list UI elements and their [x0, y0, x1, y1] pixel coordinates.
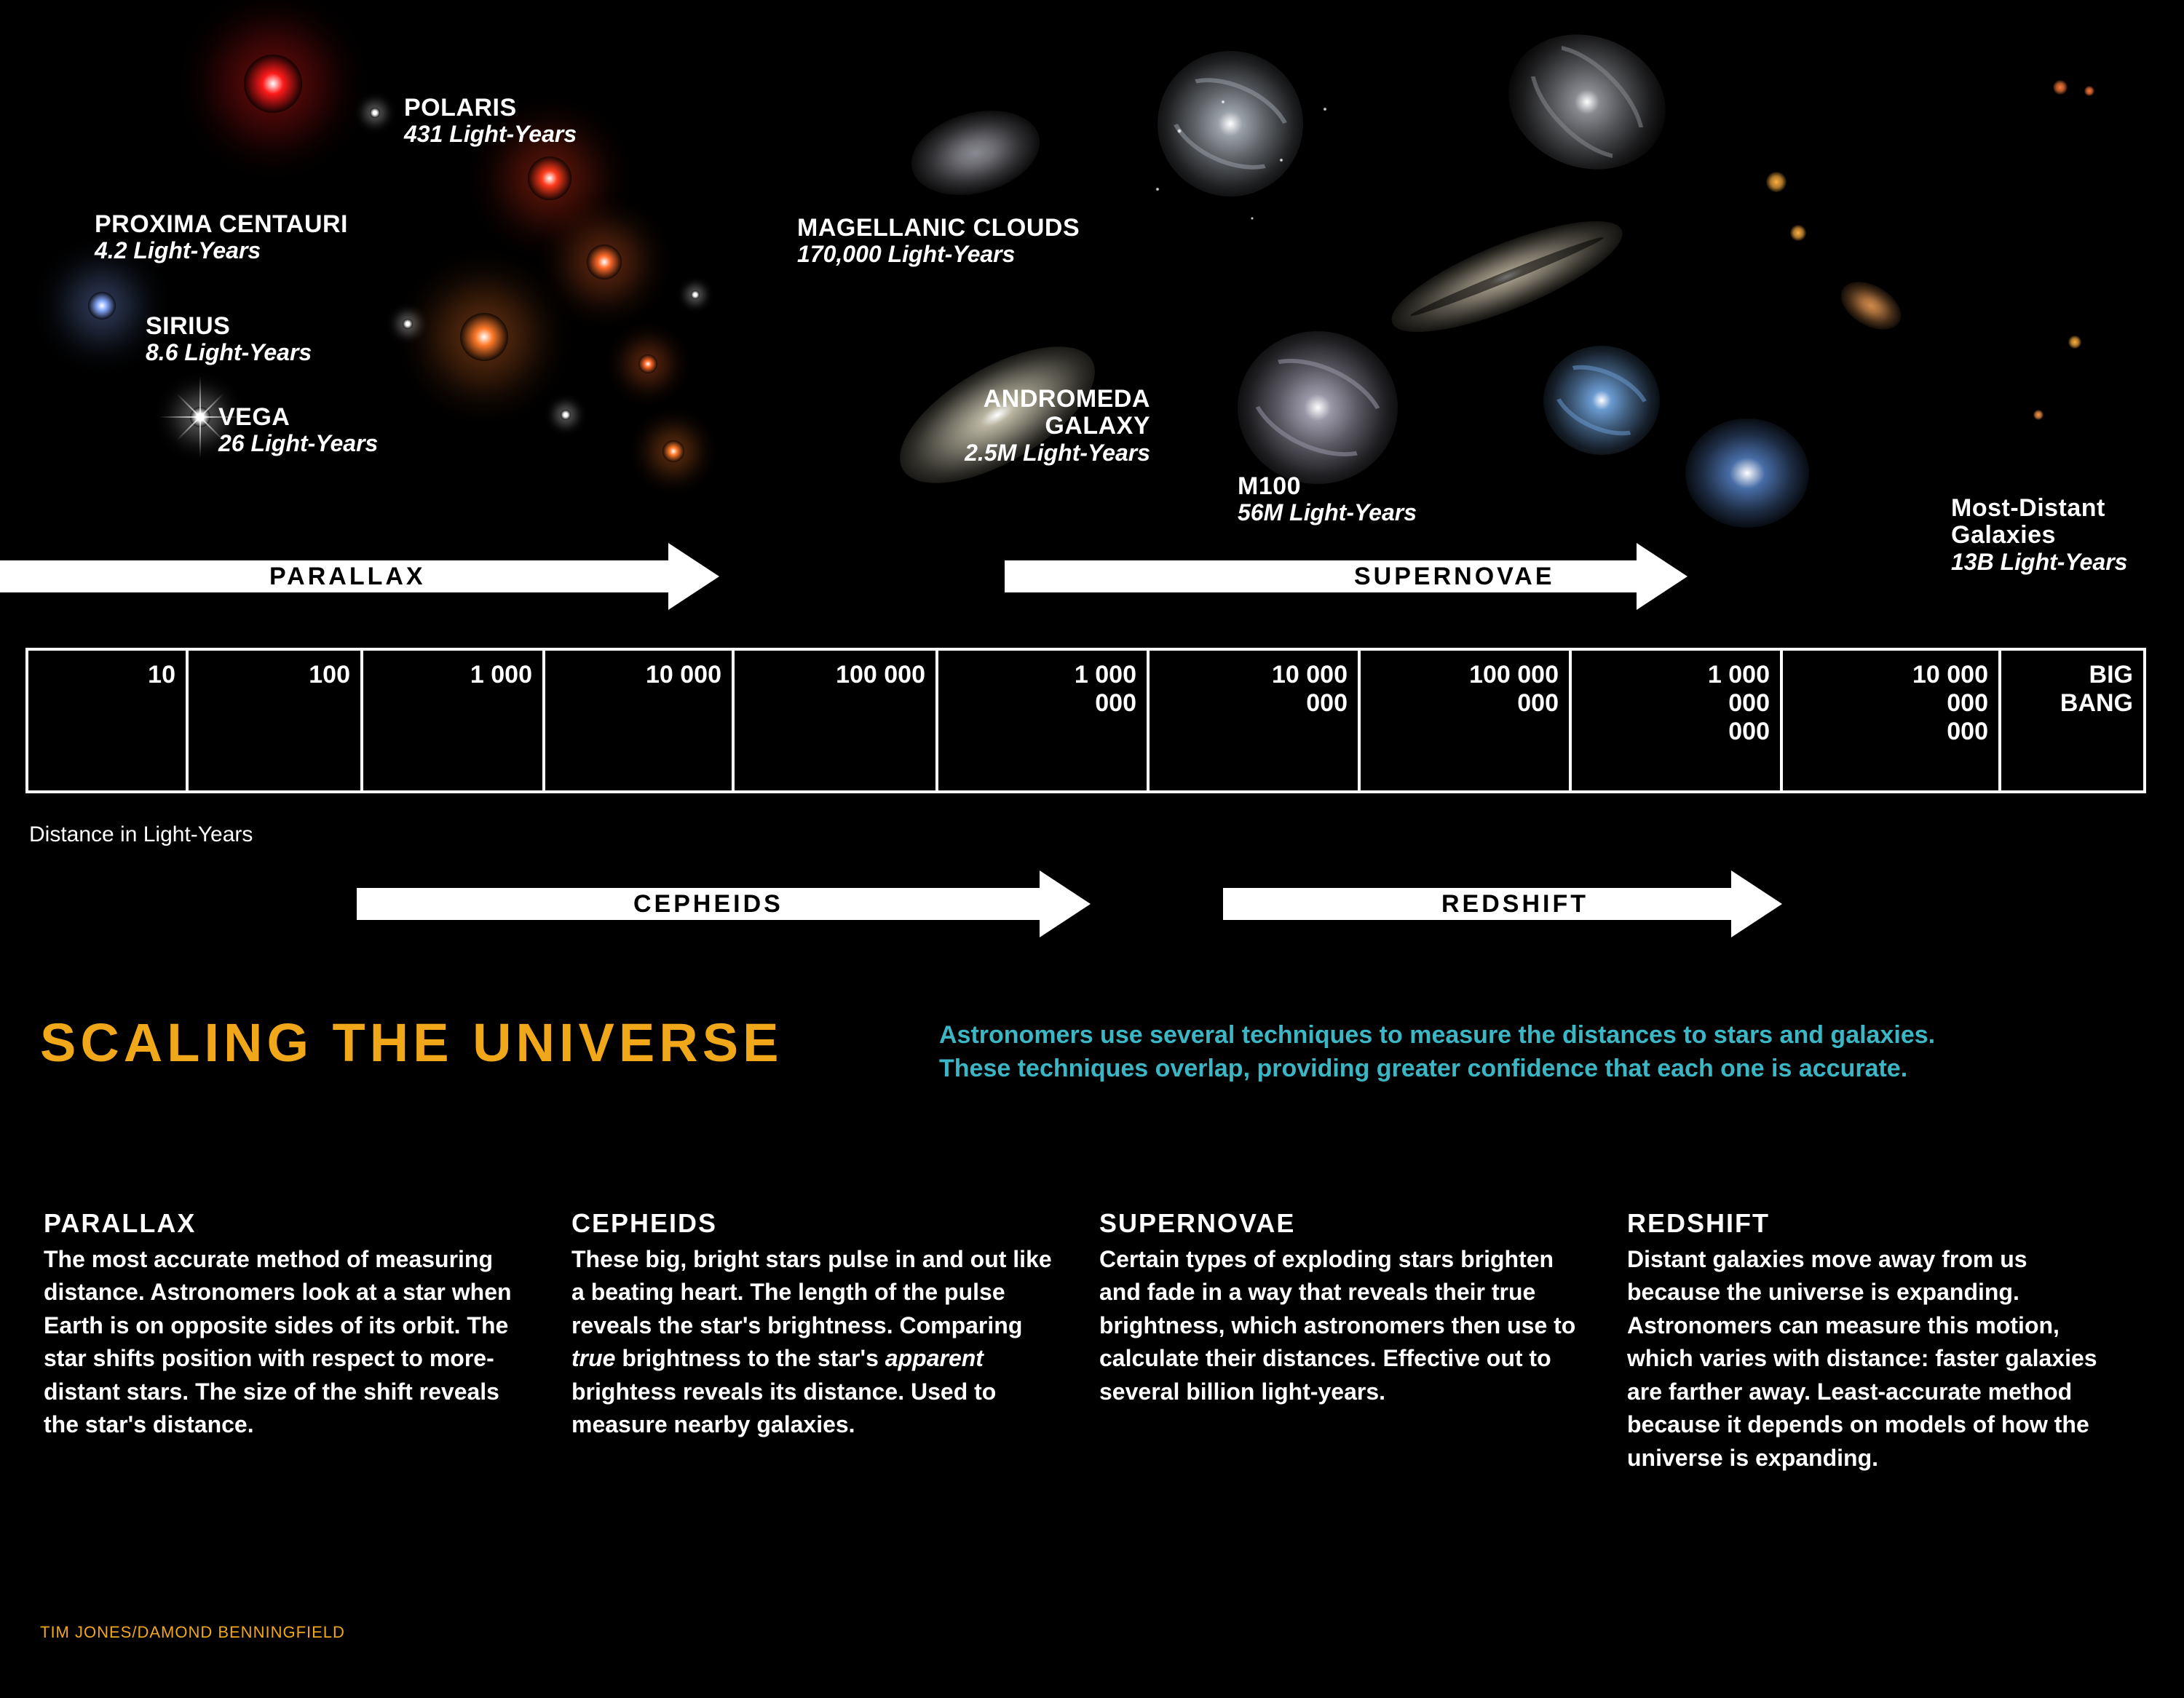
column-body: These big, bright stars pulse in and out…: [571, 1243, 1056, 1442]
object-label-m100: M10056M Light-Years: [1238, 473, 1417, 526]
column-heading: CEPHEIDS: [571, 1208, 1056, 1239]
object-label-sirius: SIRIUS8.6 Light-Years: [146, 313, 312, 366]
axis-label: Distance in Light-Years: [29, 822, 253, 847]
method-column-parallax: PARALLAX The most accurate method of meas…: [44, 1208, 528, 1475]
object-label-distant: Most-Distant Galaxies13B Light-Years: [1951, 495, 2184, 575]
method-arrow-supernovae: SUPERNOVAE: [1005, 560, 1638, 592]
column-body: Certain types of exploding stars brighte…: [1099, 1243, 1583, 1408]
scale-cell: 100: [189, 651, 363, 790]
star: [587, 245, 622, 279]
distant-object: [1222, 100, 1225, 104]
method-arrow-parallax: PARALLAX: [0, 560, 670, 592]
arrow-head-icon: [1040, 870, 1091, 937]
method-columns: PARALLAX The most accurate method of meas…: [44, 1208, 2111, 1475]
object-distance: 431 Light-Years: [404, 122, 577, 147]
galaxy-magellanic-cloud: [902, 98, 1049, 209]
method-column-supernovae: SUPERNOVAE Certain types of exploding sta…: [1099, 1208, 1583, 1475]
distant-object: [2033, 410, 2043, 420]
arrow-head-icon: [1731, 870, 1782, 937]
scale-cell: 1 000 000 000: [1572, 651, 1783, 790]
galaxy-m100-g: [1238, 331, 1398, 484]
star: [370, 108, 380, 118]
scale-cell: 10 000 000 000: [1783, 651, 2001, 790]
method-column-redshift: REDSHIFT Distant galaxies move away from …: [1627, 1208, 2111, 1475]
star: [88, 292, 116, 320]
object-distance: 26 Light-Years: [218, 431, 378, 456]
star: [528, 156, 571, 200]
star: [403, 319, 413, 329]
object-label-vega: VEGA26 Light-Years: [218, 404, 378, 457]
distant-object: [1177, 129, 1182, 133]
distant-object: [2053, 80, 2068, 95]
object-name: Most-Distant Galaxies: [1951, 495, 2184, 550]
galaxy-edge-on: [1380, 200, 1634, 354]
star: [244, 55, 302, 113]
distant-object: [1766, 172, 1787, 192]
arrow-label: SUPERNOVAE: [1354, 563, 1555, 591]
distant-object: [1156, 188, 1160, 191]
object-name: POLARIS: [404, 95, 577, 122]
distant-object: [1251, 217, 1254, 220]
object-name: VEGA: [218, 404, 378, 431]
distance-scale-table: 101001 00010 000100 0001 000 00010 000 0…: [25, 648, 2146, 793]
object-name: ANDROMEDA GALAXY: [917, 386, 1150, 440]
arrow-label: CEPHEIDS: [633, 890, 783, 919]
galaxy-spiral-top-b: [1489, 13, 1685, 191]
galaxy-blue-glow: [1685, 418, 1809, 528]
scale-cell: 100 000 000: [1361, 651, 1572, 790]
arrow-label: PARALLAX: [269, 563, 426, 591]
galaxy-spiral-top-a: [1158, 51, 1303, 197]
scale-cell: 10 000: [545, 651, 735, 790]
star: [691, 290, 700, 299]
object-label-polaris: POLARIS431 Light-Years: [404, 95, 577, 148]
object-distance: 170,000 Light-Years: [797, 242, 1080, 267]
distant-object: [1324, 108, 1327, 111]
column-heading: SUPERNOVAE: [1099, 1208, 1583, 1239]
arrow-head-icon: [1637, 543, 1688, 610]
object-name: PROXIMA CENTAURI: [95, 211, 348, 238]
sky-region: PROXIMA CENTAURI4.2 Light-Years SIRIUS8.6…: [0, 0, 2184, 619]
method-arrow-cepheids: CEPHEIDS: [357, 888, 1041, 920]
scale-cell: 10: [28, 651, 189, 790]
arrow-label: REDSHIFT: [1441, 890, 1588, 919]
credit-line: TIM JONES/DAMOND BENNINGFIELD: [40, 1623, 345, 1642]
star: [662, 440, 684, 462]
star: [460, 313, 508, 361]
object-label-magellanic: MAGELLANIC CLOUDS170,000 Light-Years: [797, 215, 1080, 268]
scale-cell: 1 000 000: [938, 651, 1150, 790]
object-distance: 56M Light-Years: [1238, 500, 1417, 525]
arrow-head-icon: [668, 543, 719, 610]
intro-text: Astronomers use several techniques to me…: [939, 1019, 1958, 1086]
star: [561, 410, 571, 420]
object-name: M100: [1238, 473, 1417, 500]
distant-object: [2068, 336, 2081, 349]
star: [190, 407, 210, 427]
scale-cell: 10 000 000: [1150, 651, 1361, 790]
object-distance: 4.2 Light-Years: [95, 238, 348, 263]
main-title: SCALING THE UNIVERSE: [40, 1012, 783, 1074]
scale-cell: 100 000: [735, 651, 938, 790]
distant-object: [1280, 159, 1283, 162]
column-body: Distant galaxies move away from us becau…: [1627, 1243, 2111, 1475]
scale-cell: 1 000: [363, 651, 545, 790]
distant-object: [2084, 86, 2094, 96]
object-distance: 13B Light-Years: [1951, 550, 2184, 575]
object-label-proxima: PROXIMA CENTAURI4.2 Light-Years: [95, 211, 348, 264]
scale-cell: BIG BANG: [2001, 651, 2143, 790]
method-arrow-redshift: REDSHIFT: [1223, 888, 1733, 920]
galaxy-orange-small: [1832, 272, 1909, 340]
object-label-andromeda: ANDROMEDA GALAXY2.5M Light-Years: [917, 386, 1150, 466]
object-name: SIRIUS: [146, 313, 312, 340]
method-column-cepheids: CEPHEIDS These big, bright stars pulse in…: [571, 1208, 1056, 1475]
galaxy-blue-spiral: [1543, 346, 1660, 455]
distant-object: [1790, 225, 1806, 241]
column-heading: PARALLAX: [44, 1208, 528, 1239]
column-body: The most accurate method of measuring di…: [44, 1243, 528, 1442]
object-name: MAGELLANIC CLOUDS: [797, 215, 1080, 242]
object-distance: 2.5M Light-Years: [917, 440, 1150, 466]
star: [638, 354, 657, 373]
column-heading: REDSHIFT: [1627, 1208, 2111, 1239]
object-distance: 8.6 Light-Years: [146, 340, 312, 365]
